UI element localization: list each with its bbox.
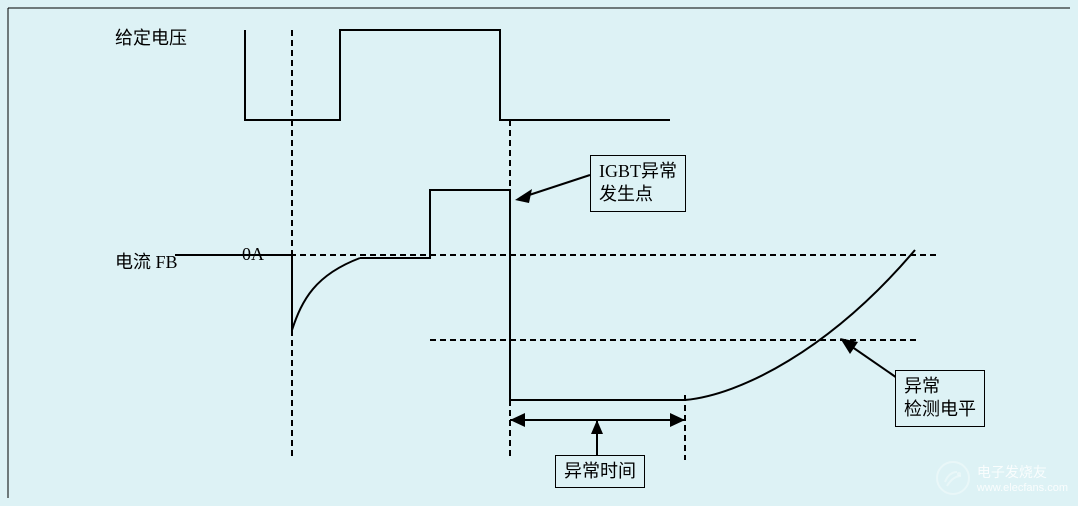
fault-time-text: 异常时间 <box>564 461 636 481</box>
zero-current-label: 0A <box>242 244 264 265</box>
fault-detect-level-text: 异常 检测电平 <box>904 376 976 419</box>
watermark: 电子发烧友 www.elecfans.com <box>935 460 1068 496</box>
voltage-waveform <box>245 30 670 120</box>
current-seg-1 <box>175 255 292 330</box>
fault-time-arrow-right <box>670 413 685 427</box>
diagram-container: 给定电压 电流 FB 0A IGBT异常 发生点 异常时间 异常 检测电平 电子… <box>0 0 1078 506</box>
fault-time-leader-arrow <box>591 420 603 434</box>
igbt-fault-point-text: IGBT异常 发生点 <box>599 161 677 204</box>
voltage-ref-label: 给定电压 <box>115 24 187 50</box>
fault-time-arrow-left <box>510 413 525 427</box>
fault-time-label: 异常时间 <box>555 455 645 488</box>
igbt-fault-point-label: IGBT异常 发生点 <box>590 155 686 212</box>
current-seg-4 <box>685 250 915 400</box>
watermark-url: www.elecfans.com <box>977 482 1068 494</box>
watermark-logo-icon <box>935 460 971 496</box>
fault-detect-level-label: 异常 检测电平 <box>895 370 985 427</box>
current-seg-3 <box>360 190 685 400</box>
current-fb-label: 电流 FB <box>115 248 178 274</box>
current-seg-2 <box>292 258 360 330</box>
watermark-text: 电子发烧友 <box>977 462 1068 482</box>
igbt-arrow-head <box>515 189 532 203</box>
